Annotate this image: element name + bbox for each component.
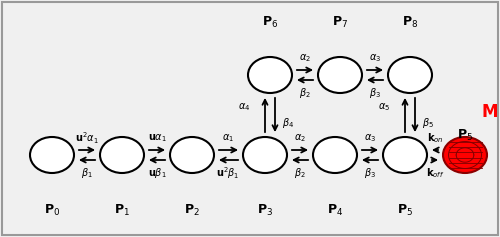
Text: $\alpha_3$: $\alpha_3$	[369, 52, 381, 64]
FancyBboxPatch shape	[2, 2, 498, 235]
Text: $\beta_4$: $\beta_4$	[282, 116, 294, 130]
Text: P$_1$: P$_1$	[114, 202, 130, 218]
Text: $\beta_2$: $\beta_2$	[299, 86, 311, 100]
Text: $\beta_3$: $\beta_3$	[369, 86, 381, 100]
Text: $\alpha_2$: $\alpha_2$	[294, 132, 306, 144]
Text: $\alpha_3$: $\alpha_3$	[364, 132, 376, 144]
Ellipse shape	[443, 137, 487, 173]
Text: k$_{on}$: k$_{on}$	[426, 131, 444, 145]
Text: $\beta_1$: $\beta_1$	[81, 166, 93, 180]
Ellipse shape	[318, 57, 362, 93]
Ellipse shape	[383, 137, 427, 173]
Text: $\beta_2$: $\beta_2$	[294, 166, 306, 180]
Ellipse shape	[388, 57, 432, 93]
Text: u$\beta_1$: u$\beta_1$	[148, 166, 167, 180]
Text: k$_{off}$: k$_{off}$	[426, 166, 444, 180]
Text: P$_5$: P$_5$	[457, 128, 473, 142]
Text: u$^2$$\alpha_1$: u$^2$$\alpha_1$	[75, 130, 99, 146]
Text: P$_5$: P$_5$	[397, 202, 413, 218]
Text: $\alpha_2$: $\alpha_2$	[299, 52, 311, 64]
Ellipse shape	[30, 137, 74, 173]
Text: u$^2$$\beta_1$: u$^2$$\beta_1$	[216, 165, 240, 181]
Ellipse shape	[313, 137, 357, 173]
Text: $\beta_5$: $\beta_5$	[422, 116, 434, 130]
Text: $\beta_3$: $\beta_3$	[364, 166, 376, 180]
Text: P$_4$: P$_4$	[327, 202, 343, 218]
Text: P$_7$: P$_7$	[332, 14, 348, 30]
Ellipse shape	[100, 137, 144, 173]
Text: u$\alpha_1$: u$\alpha_1$	[148, 132, 167, 144]
Ellipse shape	[248, 57, 292, 93]
Text: $\alpha_1$: $\alpha_1$	[222, 132, 234, 144]
Text: $\alpha_4$: $\alpha_4$	[238, 101, 250, 113]
Text: P$_2$: P$_2$	[184, 202, 200, 218]
Text: P$_3$: P$_3$	[257, 202, 273, 218]
Text: P$_8$: P$_8$	[402, 14, 418, 30]
Ellipse shape	[243, 137, 287, 173]
Ellipse shape	[170, 137, 214, 173]
Text: M: M	[482, 103, 498, 121]
Text: $\alpha_5$: $\alpha_5$	[378, 101, 390, 113]
Text: P$_6$: P$_6$	[262, 14, 278, 30]
Text: P$_0$: P$_0$	[44, 202, 60, 218]
